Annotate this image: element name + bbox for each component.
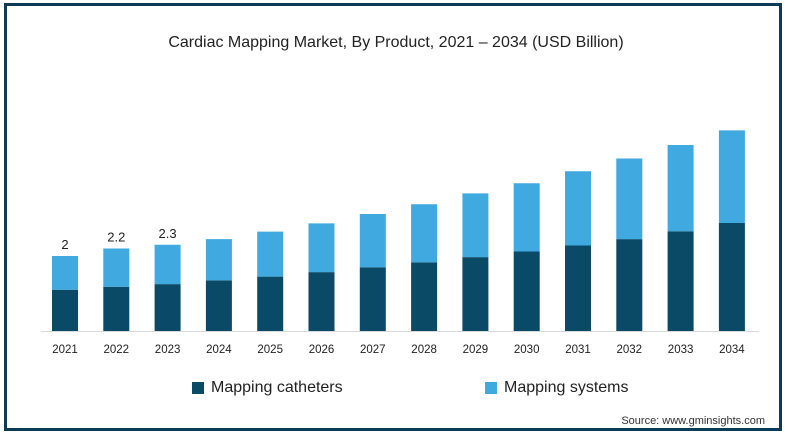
bar-systems-2028 <box>411 204 438 263</box>
bar-catheters-2027 <box>359 267 386 331</box>
x-tick-2024: 2024 <box>206 344 232 356</box>
bar-catheters-2022 <box>103 286 130 331</box>
x-tick-2033: 2033 <box>668 344 694 356</box>
bar-systems-2026 <box>308 223 335 273</box>
chart-title: Cardiac Mapping Market, By Product, 2021… <box>168 34 624 51</box>
bar-catheters-2023 <box>154 284 181 331</box>
bar-catheters-2021 <box>52 289 78 331</box>
bar-systems-2027 <box>359 214 386 268</box>
bar-systems-2022 <box>103 248 130 287</box>
x-tick-2022: 2022 <box>104 344 130 356</box>
bar-catheters-2026 <box>308 272 335 331</box>
x-tick-2029: 2029 <box>463 344 489 356</box>
chart-frame: Cardiac Mapping Market, By Product, 2021… <box>4 3 782 431</box>
bar-catheters-2024 <box>205 280 232 331</box>
data-label-2023: 2.3 <box>159 226 177 241</box>
bar-catheters-2031 <box>565 245 591 331</box>
bar-systems-2023 <box>154 244 181 285</box>
legend-swatch-systems <box>485 382 497 394</box>
bar-systems-2029 <box>462 193 489 258</box>
bar-systems-2031 <box>565 171 591 246</box>
bar-catheters-2028 <box>411 262 438 331</box>
bar-catheters-2029 <box>462 257 489 331</box>
x-tick-2027: 2027 <box>360 344 386 356</box>
legend-item-systems: Mapping systems <box>485 379 629 397</box>
data-label-2021: 2 <box>61 237 68 252</box>
bar-catheters-2032 <box>616 239 643 331</box>
source-note: Source: www.gminsights.com <box>621 415 765 427</box>
bar-systems-2033 <box>667 145 694 232</box>
bar-systems-2034 <box>718 130 745 223</box>
legend-label-catheters: Mapping catheters <box>211 379 343 396</box>
legend-label-systems: Mapping systems <box>504 379 629 396</box>
bar-catheters-2034 <box>718 223 745 331</box>
x-tick-2032: 2032 <box>617 344 643 356</box>
bar-chart: 2 2021 2.2 2022 2.3 2023 2024 2025 2026 2027 2028 2… <box>41 130 759 356</box>
legend: Mapping catheters Mapping systems <box>7 379 785 403</box>
bar-systems-2030 <box>513 183 540 252</box>
bar-systems-2032 <box>616 158 643 240</box>
data-label-2022: 2.2 <box>107 230 125 245</box>
x-tick-2034: 2034 <box>719 344 745 356</box>
x-tick-2030: 2030 <box>514 344 540 356</box>
x-tick-2026: 2026 <box>309 344 335 356</box>
x-tick-2028: 2028 <box>411 344 437 356</box>
x-tick-2021: 2021 <box>52 344 78 356</box>
bar-systems-2021 <box>52 256 78 290</box>
bar-catheters-2030 <box>513 251 540 331</box>
legend-item-catheters: Mapping catheters <box>192 379 343 397</box>
bar-catheters-2025 <box>257 276 284 331</box>
x-tick-2025: 2025 <box>257 344 283 356</box>
legend-swatch-catheters <box>192 382 204 394</box>
bar-catheters-2033 <box>667 231 694 331</box>
x-tick-2031: 2031 <box>565 344 591 356</box>
x-tick-2023: 2023 <box>155 344 181 356</box>
bar-systems-2024 <box>205 239 232 281</box>
bar-systems-2025 <box>257 231 284 277</box>
